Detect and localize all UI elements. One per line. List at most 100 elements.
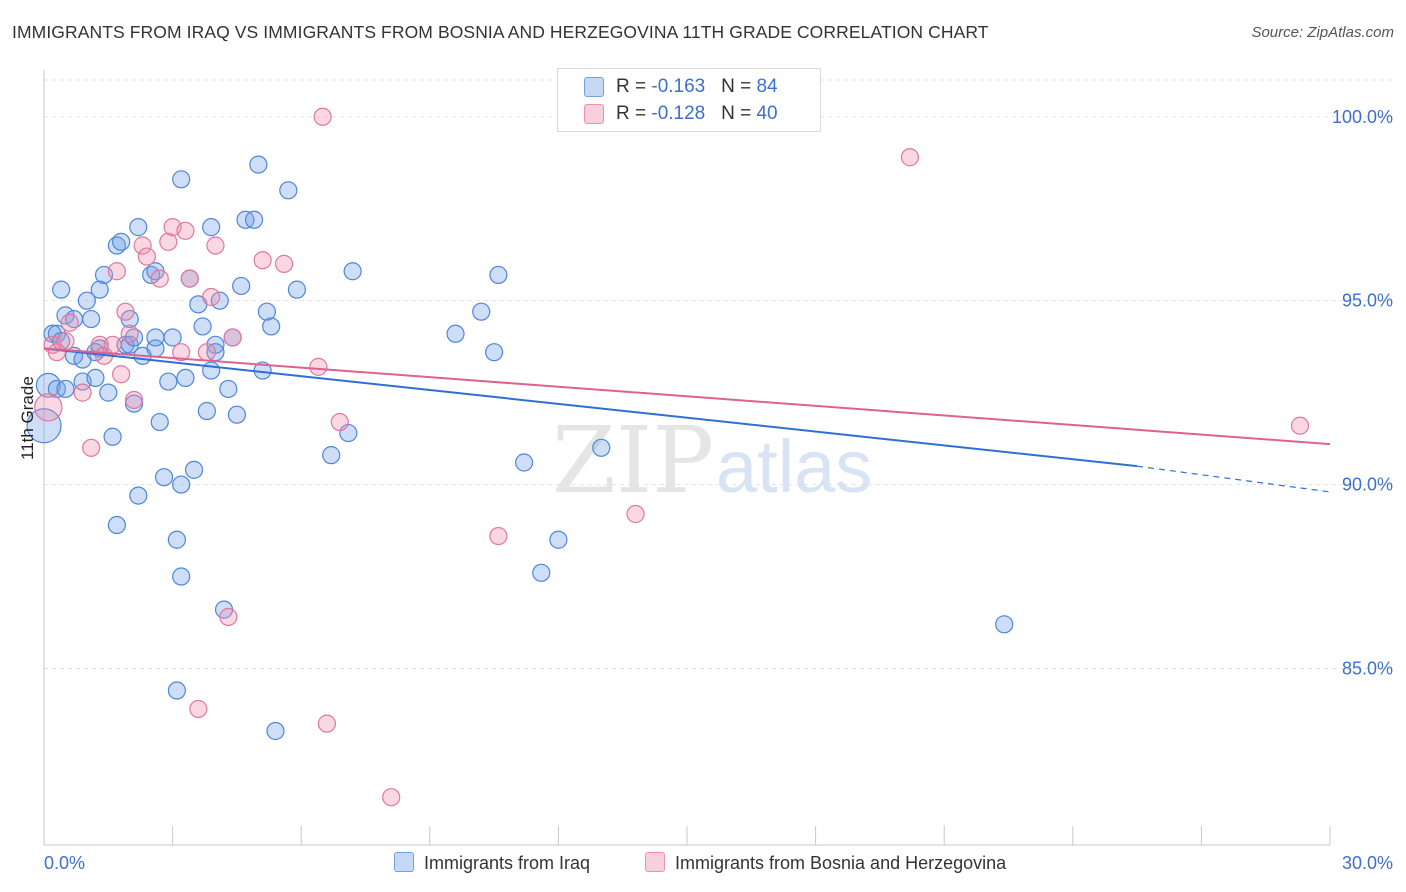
iraq-point	[159, 372, 178, 391]
iraq-point	[167, 681, 186, 700]
iraq-point	[154, 468, 174, 487]
bosnia-point	[202, 287, 221, 307]
iraq-point	[532, 563, 551, 582]
iraq-point	[172, 567, 191, 586]
iraq-point	[262, 317, 281, 336]
iraq-point	[266, 721, 285, 741]
iraq-point	[176, 368, 195, 388]
iraq-point	[472, 302, 491, 321]
y-tick-label: 90.0%	[1342, 475, 1393, 495]
bosnia-point	[330, 412, 349, 432]
bosnia-point	[626, 504, 645, 524]
bosnia-point	[900, 148, 920, 167]
bosnia-point	[317, 714, 337, 733]
iraq-point	[112, 232, 131, 251]
n-value: 84	[756, 76, 778, 97]
y-tick-label: 85.0%	[1342, 658, 1393, 678]
bottom-legend-swatch-bosnia	[645, 852, 665, 872]
iraq-point	[146, 328, 165, 347]
iraq-point	[249, 155, 268, 174]
watermark-zip: ZIP	[552, 407, 714, 514]
iraq-point	[77, 291, 96, 310]
iraq-point	[219, 379, 238, 399]
iraq-point	[322, 446, 341, 465]
bosnia-point	[313, 107, 332, 126]
iraq-point	[35, 372, 61, 398]
iraq-point	[197, 401, 216, 421]
iraq-point	[485, 343, 504, 362]
iraq-point	[172, 170, 191, 189]
iraq-point	[56, 379, 75, 399]
iraq-point	[107, 515, 126, 535]
iraq-point	[592, 438, 611, 457]
correlation-legend: R = -0.163 N = 84 R = -0.128 N = 40	[557, 68, 821, 132]
y-tick-label: 100.0%	[1332, 107, 1393, 127]
iraq-point	[163, 328, 182, 347]
bosnia-point	[73, 383, 92, 402]
bosnia-point	[197, 343, 216, 362]
bosnia-point	[176, 221, 195, 240]
bosnia-point	[274, 254, 294, 273]
bosnia-trend-line	[43, 347, 1331, 446]
iraq-point	[515, 453, 534, 472]
n-label: N =	[721, 103, 757, 124]
iraq-point	[129, 486, 148, 505]
bottom-legend-label-bosnia: Immigrants from Bosnia and Herzegovina	[675, 853, 1007, 873]
r-label: R =	[616, 103, 652, 124]
iraq-point	[227, 405, 246, 424]
source-label: Source: ZipAtlas.com	[1251, 24, 1394, 41]
series-iraq	[26, 107, 1014, 741]
bosnia-point	[150, 269, 169, 288]
bosnia-point	[34, 393, 63, 422]
bosnia-point	[382, 788, 401, 807]
bosnia-point	[133, 236, 152, 255]
bottom-legend-swatch-iraq	[394, 852, 414, 872]
iraq-point	[52, 280, 71, 299]
bosnia-point	[489, 526, 508, 546]
iraq-point	[244, 210, 264, 229]
legend-swatch-bosnia	[584, 104, 604, 124]
legend-stats-iraq: R = -0.163 N = 84	[616, 76, 778, 98]
iraq-point	[257, 302, 277, 321]
legend-swatch-iraq	[584, 77, 604, 97]
bosnia-point	[116, 302, 135, 321]
n-value: 40	[756, 103, 778, 124]
iraq-point	[103, 427, 122, 446]
iraq-point	[446, 324, 465, 343]
r-label: R =	[616, 76, 652, 97]
bosnia-point	[107, 262, 126, 281]
chart-title: IMMIGRANTS FROM IRAQ VS IMMIGRANTS FROM …	[12, 22, 989, 42]
iraq-point	[193, 317, 212, 336]
x-tick-label: 0.0%	[44, 853, 85, 873]
iraq-point	[129, 218, 148, 237]
iraq-point	[86, 368, 105, 388]
iraq-point	[549, 530, 568, 549]
iraq-point	[82, 309, 101, 329]
bottom-legend-bosnia: Immigrants from Bosnia and Herzegovina	[645, 852, 1006, 874]
iraq-point	[167, 530, 186, 549]
bosnia-point	[103, 335, 122, 354]
bottom-legend-iraq: Immigrants from Iraq	[394, 852, 590, 874]
bosnia-point	[60, 313, 79, 332]
r-value: -0.163	[651, 76, 706, 97]
iraq-point	[26, 408, 62, 444]
iraq-point	[150, 412, 169, 432]
iraq-point	[279, 181, 298, 200]
n-label: N =	[721, 76, 757, 97]
iraq-point	[489, 265, 508, 285]
bosnia-point	[180, 269, 199, 288]
iraq-point	[995, 615, 1014, 634]
bosnia-point	[219, 607, 238, 627]
iraq-point	[172, 475, 191, 494]
iraq-point	[99, 383, 118, 402]
y-axis-label: 11th Grade	[18, 376, 37, 460]
bosnia-point	[189, 699, 208, 719]
bottom-legend-label-iraq: Immigrants from Iraq	[424, 853, 591, 873]
iraq-point	[343, 262, 362, 281]
iraq-point	[202, 218, 221, 237]
iraq-point	[202, 361, 221, 380]
legend-stats-bosnia: R = -0.128 N = 40	[616, 103, 778, 125]
iraq-trend-line	[43, 347, 1138, 468]
bosnia-point	[172, 343, 191, 362]
r-value: -0.128	[651, 103, 706, 124]
